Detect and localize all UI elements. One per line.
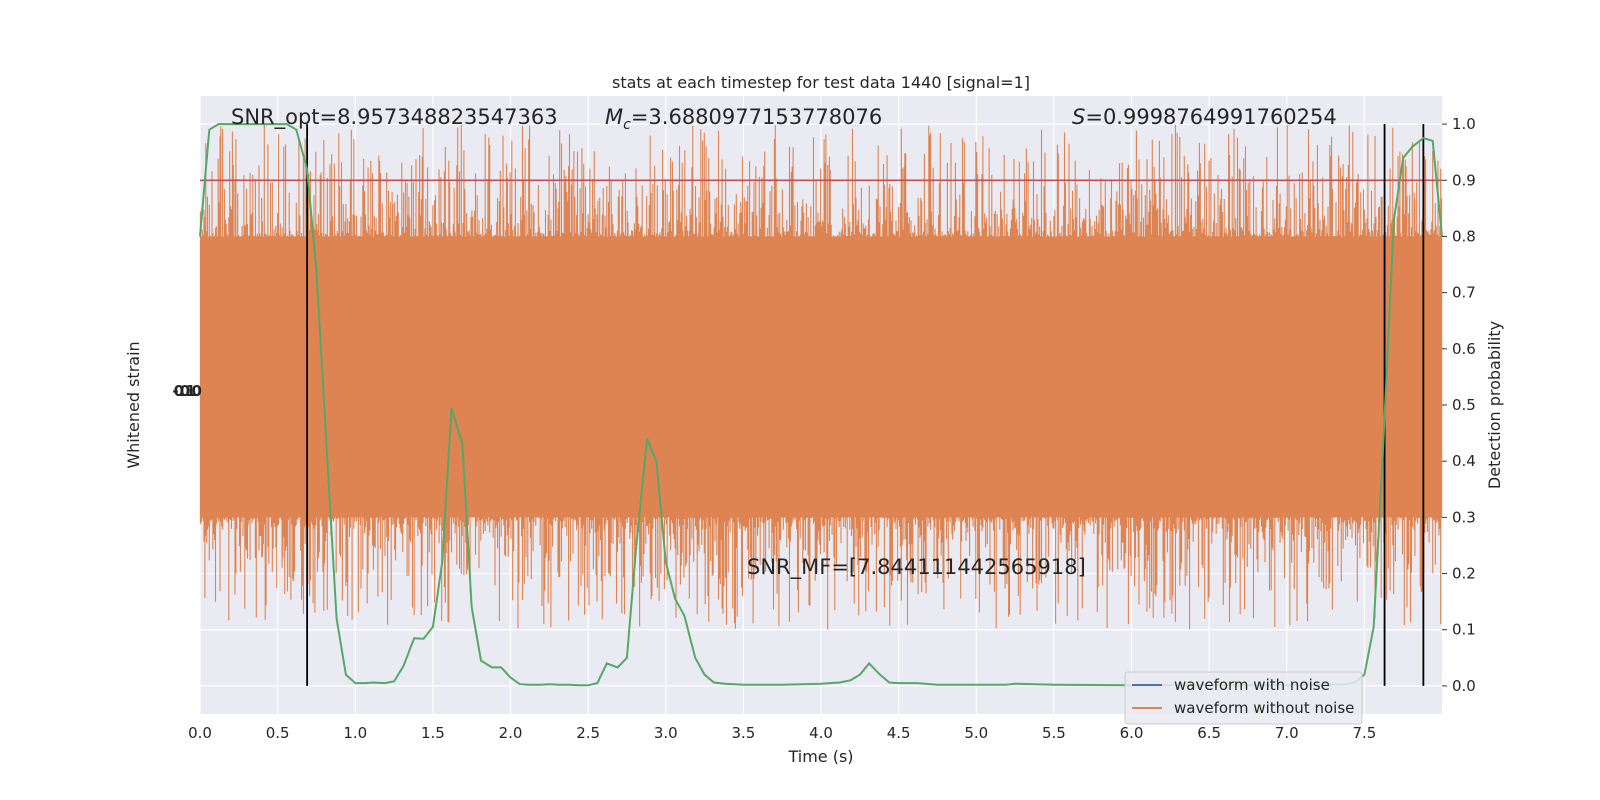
x-tick-label: 7.0 bbox=[1275, 724, 1299, 742]
y-tick-label: 0.9 bbox=[1452, 171, 1476, 189]
annotation-chirp-mass-value: =3.6880977153778076 bbox=[631, 105, 882, 129]
x-tick-label: 4.5 bbox=[887, 724, 911, 742]
x-tick-label: 5.5 bbox=[1042, 724, 1066, 742]
y-axis-label-right: Detection probability bbox=[1485, 321, 1504, 489]
y-tick-label: 0.6 bbox=[1452, 340, 1476, 358]
y-axis-label-left: Whitened strain bbox=[124, 341, 143, 468]
chart-title: stats at each timestep for test data 144… bbox=[612, 73, 1030, 92]
x-tick-label: 2.5 bbox=[576, 724, 600, 742]
y-tick-label: 0.4 bbox=[1452, 452, 1476, 470]
y-tick-label: 0.7 bbox=[1452, 284, 1476, 302]
noise-spikes bbox=[199, 124, 1443, 630]
annotation-chirp-mass: Mc=3.6880977153778076 bbox=[605, 105, 882, 133]
legend: waveform with noise waveform without noi… bbox=[1124, 671, 1363, 725]
y-tick-label: 0.8 bbox=[1452, 227, 1476, 245]
annotation-s-value: =0.9998764991760254 bbox=[1085, 105, 1336, 129]
y-tick-label: 1.0 bbox=[1452, 115, 1476, 133]
x-tick-label: 4.0 bbox=[809, 724, 833, 742]
probability-line bbox=[199, 123, 1443, 687]
noise-band bbox=[199, 124, 1443, 630]
annotation-s-symbol: S bbox=[1072, 105, 1085, 129]
y-tick-label: 0.1 bbox=[1452, 621, 1476, 639]
reference-lines bbox=[200, 124, 1442, 686]
y-tick-label: 0.0 bbox=[1452, 677, 1476, 695]
legend-label-with-noise: waveform with noise bbox=[1174, 676, 1330, 694]
annotation-chirp-mass-symbol: M bbox=[605, 105, 623, 129]
x-tick-label: 6.5 bbox=[1197, 724, 1221, 742]
legend-label-without-noise: waveform without noise bbox=[1174, 699, 1354, 717]
annotation-snr-opt: SNR_opt=8.957348823547363 bbox=[231, 105, 558, 130]
x-axis-label: Time (s) bbox=[787, 747, 853, 766]
x-tick-label: 2.0 bbox=[499, 724, 523, 742]
y-tick-label: 0.2 bbox=[1452, 565, 1476, 583]
y-tick-labels-left: -0.0 1.0 bbox=[172, 382, 201, 400]
y-tick-label: 0.5 bbox=[1452, 396, 1476, 414]
x-tick-label: 5.0 bbox=[964, 724, 988, 742]
x-tick-label: 3.5 bbox=[731, 724, 755, 742]
x-tick-label: 3.0 bbox=[654, 724, 678, 742]
x-ticks: 0.0 0.5 1.0 1.5 2.0 2.5 3.0 3.5 4.0 4.5 5.0 5.5 6.0 6… bbox=[188, 724, 1376, 742]
x-tick-label: 0.0 bbox=[188, 724, 212, 742]
x-tick-label: 6.0 bbox=[1120, 724, 1144, 742]
legend-box bbox=[1124, 671, 1363, 725]
probability-series bbox=[199, 123, 1443, 687]
x-tick-label: 0.5 bbox=[266, 724, 290, 742]
annotation-s: S=0.9998764991760254 bbox=[1072, 105, 1337, 129]
annotation-snr-mf: SNR_MF=[7.844111442565918] bbox=[747, 555, 1086, 580]
annotation-chirp-mass-sub: c bbox=[623, 117, 631, 133]
x-tick-label: 1.0 bbox=[343, 724, 367, 742]
x-tick-label: 7.5 bbox=[1352, 724, 1376, 742]
y-ticks-right: 0.0 0.1 0.2 0.3 0.4 0.5 0.6 0.7 0.8 0.9 1.0 bbox=[1442, 115, 1476, 695]
y-tick-label: 0.3 bbox=[1452, 508, 1476, 526]
x-tick-label: 1.5 bbox=[421, 724, 445, 742]
